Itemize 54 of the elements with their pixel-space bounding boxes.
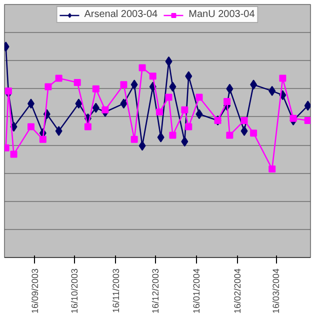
x-tick-label: 16/03/2004 [271, 268, 282, 314]
point [120, 98, 128, 109]
point [304, 116, 310, 124]
point [226, 84, 234, 94]
point [92, 85, 100, 92]
point [181, 106, 188, 114]
legend-label: ManU 2003-04 [188, 9, 255, 20]
point [149, 72, 156, 80]
point [165, 56, 172, 66]
point [240, 126, 248, 136]
point [250, 80, 258, 90]
point [165, 94, 172, 101]
legend-label: Arsenal 2003-04 [84, 9, 158, 20]
point [4, 87, 12, 94]
point [240, 116, 248, 124]
x-tick-label: 16/11/2003 [110, 268, 121, 313]
point [268, 86, 276, 96]
point [226, 132, 234, 139]
point [10, 150, 18, 158]
point [130, 80, 138, 90]
point [181, 136, 188, 147]
point [92, 102, 100, 113]
point [74, 79, 81, 86]
x-tick-label: 16/09/2003 [30, 268, 40, 314]
point [157, 132, 164, 142]
x-tick-label: 16/10/2003 [70, 268, 80, 314]
point [27, 98, 34, 109]
point [169, 82, 176, 92]
point [250, 130, 258, 137]
point [27, 123, 34, 130]
point [130, 136, 138, 143]
x-tick-label: 16/12/2003 [150, 268, 161, 314]
point [156, 108, 163, 116]
point [39, 136, 46, 143]
point [185, 123, 192, 130]
point [102, 106, 109, 114]
point [196, 109, 203, 120]
point [196, 94, 203, 101]
x-tick-label: 16/02/2004 [232, 268, 243, 314]
point [84, 123, 92, 130]
point [169, 132, 176, 139]
point [44, 83, 52, 90]
point [138, 140, 146, 151]
point [55, 74, 62, 82]
point [290, 114, 297, 122]
point [75, 98, 82, 109]
point [120, 81, 128, 88]
point [55, 126, 62, 136]
point [268, 165, 276, 172]
point [224, 98, 231, 105]
point [279, 74, 286, 82]
point [185, 71, 192, 82]
point [138, 64, 146, 72]
x-tick-label: 16/01/2004 [192, 268, 202, 314]
